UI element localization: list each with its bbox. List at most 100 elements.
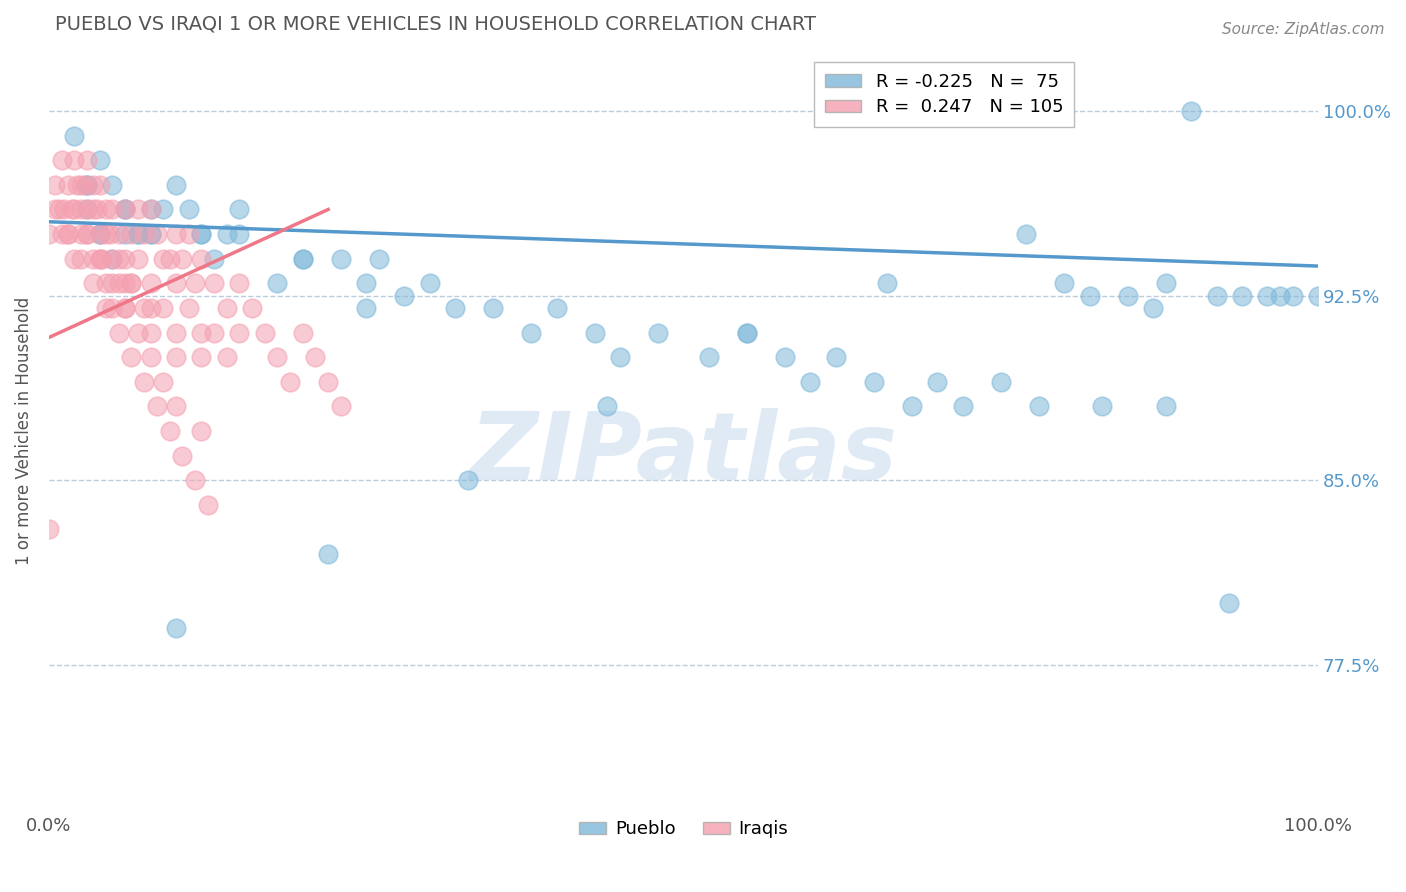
Point: [63, 202, 86, 217]
Point: [177, 227, 200, 241]
Point: [773, 350, 796, 364]
Point: [824, 350, 846, 364]
Point: [56, 178, 79, 192]
Point: [114, 202, 136, 217]
Point: [165, 326, 187, 340]
Point: [228, 227, 250, 241]
Point: [101, 202, 124, 217]
Point: [596, 400, 619, 414]
Point: [76, 153, 98, 168]
Point: [927, 375, 949, 389]
Point: [82, 252, 104, 266]
Text: PUEBLO VS IRAQI 1 OR MORE VEHICLES IN HOUSEHOLD CORRELATION CHART: PUEBLO VS IRAQI 1 OR MORE VEHICLES IN HO…: [55, 15, 817, 34]
Point: [329, 252, 352, 266]
Point: [1078, 288, 1101, 302]
Point: [190, 350, 212, 364]
Point: [121, 227, 143, 241]
Point: [952, 400, 974, 414]
Point: [121, 277, 143, 291]
Point: [107, 326, 129, 340]
Point: [1218, 596, 1240, 610]
Point: [98, 227, 121, 241]
Point: [76, 178, 98, 192]
Point: [228, 277, 250, 291]
Point: [202, 252, 225, 266]
Point: [134, 301, 156, 315]
Point: [94, 301, 117, 315]
Point: [329, 400, 352, 414]
Point: [990, 375, 1012, 389]
Point: [266, 350, 288, 364]
Point: [107, 252, 129, 266]
Point: [82, 178, 104, 192]
Point: [697, 350, 720, 364]
Point: [76, 178, 98, 192]
Point: [394, 288, 416, 302]
Point: [76, 202, 98, 217]
Point: [190, 227, 212, 241]
Point: [60, 202, 83, 217]
Point: [89, 227, 111, 241]
Point: [139, 326, 162, 340]
Point: [94, 202, 117, 217]
Point: [51, 227, 73, 241]
Point: [66, 178, 89, 192]
Point: [91, 252, 114, 266]
Point: [134, 227, 156, 241]
Point: [1205, 288, 1227, 302]
Point: [38, 523, 60, 537]
Point: [165, 400, 187, 414]
Point: [127, 227, 149, 241]
Y-axis label: 1 or more Vehicles in Household: 1 or more Vehicles in Household: [15, 297, 32, 566]
Point: [172, 449, 194, 463]
Point: [177, 301, 200, 315]
Point: [89, 252, 111, 266]
Point: [114, 277, 136, 291]
Point: [127, 202, 149, 217]
Point: [51, 153, 73, 168]
Point: [735, 326, 758, 340]
Point: [215, 227, 238, 241]
Point: [127, 252, 149, 266]
Point: [89, 252, 111, 266]
Point: [735, 326, 758, 340]
Point: [69, 178, 91, 192]
Point: [1308, 288, 1330, 302]
Point: [89, 227, 111, 241]
Point: [63, 128, 86, 143]
Point: [107, 277, 129, 291]
Point: [152, 301, 174, 315]
Point: [546, 301, 568, 315]
Point: [197, 498, 219, 512]
Point: [190, 227, 212, 241]
Point: [114, 301, 136, 315]
Point: [190, 326, 212, 340]
Point: [101, 277, 124, 291]
Point: [101, 301, 124, 315]
Point: [1015, 227, 1038, 241]
Point: [583, 326, 606, 340]
Point: [190, 424, 212, 438]
Point: [114, 252, 136, 266]
Point: [134, 375, 156, 389]
Point: [94, 277, 117, 291]
Point: [76, 227, 98, 241]
Point: [159, 252, 181, 266]
Point: [444, 301, 467, 315]
Point: [316, 375, 339, 389]
Point: [1230, 288, 1253, 302]
Point: [139, 227, 162, 241]
Point: [63, 153, 86, 168]
Text: ZIPatlas: ZIPatlas: [470, 408, 897, 500]
Point: [304, 350, 326, 364]
Point: [165, 350, 187, 364]
Point: [53, 202, 76, 217]
Point: [121, 350, 143, 364]
Point: [101, 252, 124, 266]
Text: Source: ZipAtlas.com: Source: ZipAtlas.com: [1222, 22, 1385, 37]
Point: [165, 178, 187, 192]
Point: [215, 350, 238, 364]
Point: [69, 227, 91, 241]
Point: [177, 202, 200, 217]
Point: [146, 227, 169, 241]
